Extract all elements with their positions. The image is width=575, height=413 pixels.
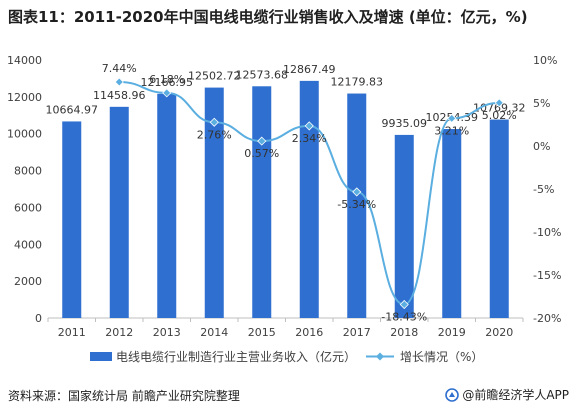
x-tick-label: 2019 — [438, 326, 466, 339]
growth-value-label: 5.02% — [482, 109, 517, 122]
bar-value-label: 12867.49 — [283, 63, 336, 76]
y-tick-label: 2000 — [14, 275, 42, 288]
legend: 电线电缆行业制造行业主营业务收入（亿元） 增长情况（%） — [90, 349, 483, 364]
legend-label-line: 增长情况（%） — [400, 350, 483, 364]
brand-logo-icon — [445, 387, 460, 402]
bar — [62, 121, 82, 318]
brand-credit: @前瞻经济学人APP — [445, 386, 569, 403]
x-tick-label: 2020 — [485, 326, 513, 339]
y2-tick-label: 10% — [533, 54, 557, 67]
chart-title: 图表11：2011-2020年中国电线电缆行业销售收入及增速 (单位：亿元，%) — [8, 8, 528, 26]
bar-value-label: 11458.96 — [93, 89, 146, 102]
bar-value-label: 10664.97 — [46, 103, 99, 116]
growth-marker — [304, 121, 314, 131]
x-tick-label: 2014 — [200, 326, 228, 339]
growth-value-label: 6.18% — [149, 73, 184, 86]
growth-marker — [447, 113, 457, 123]
growth-value-label: 3.21% — [434, 124, 469, 137]
growth-value-labels: 7.44% 6.18% 2.76% 0.57% 2.34% -5.34% -18.43% 3.… — [102, 62, 517, 323]
growth-value-label: 7.44% — [102, 62, 137, 75]
y-tick-label: 4000 — [14, 238, 42, 251]
y-tick-label: 10000 — [7, 128, 42, 141]
chart-canvas: 0 2000 4000 6000 8000 10000 12000 14000 -20% -15%… — [7, 54, 561, 364]
growth-value-label: -5.34% — [337, 198, 376, 211]
bar — [299, 80, 319, 318]
x-tick-label: 2013 — [153, 326, 181, 339]
y2-tick-label: -5% — [533, 183, 554, 196]
x-tick-label: 2011 — [58, 326, 86, 339]
x-tick-label: 2017 — [343, 326, 371, 339]
bar — [157, 93, 177, 319]
bar — [252, 86, 272, 319]
x-tick-label: 2018 — [390, 326, 418, 339]
growth-marker — [257, 136, 267, 146]
legend-label-bar: 电线电缆行业制造行业主营业务收入（亿元） — [116, 349, 356, 364]
growth-marker — [494, 98, 504, 108]
y2-tick-label: 0% — [533, 140, 550, 153]
growth-marker — [352, 187, 362, 197]
y-tick-label: 12000 — [7, 91, 42, 104]
axes: 0 2000 4000 6000 8000 10000 12000 14000 -20% -15%… — [7, 54, 561, 339]
bar-series — [62, 80, 509, 319]
growth-value-label: 2.76% — [197, 128, 232, 141]
y2-tick-label: 5% — [533, 97, 550, 110]
bar — [347, 93, 367, 318]
growth-line — [119, 81, 500, 306]
legend-swatch-marker — [376, 352, 384, 361]
growth-marker — [399, 299, 409, 310]
y-tick-label: 8000 — [14, 165, 42, 178]
bar — [442, 129, 462, 318]
brand-label: @前瞻经济学人APP — [462, 388, 569, 402]
legend-swatch-bar — [90, 352, 112, 361]
source-note: 资料来源：国家统计局 前瞻产业研究院整理 — [8, 389, 240, 403]
growth-line-series — [114, 77, 504, 310]
y-tick-label: 14000 — [7, 54, 42, 67]
bar — [394, 134, 414, 318]
y2-tick-label: -10% — [533, 226, 561, 239]
growth-marker — [162, 88, 172, 98]
growth-value-label: 0.57% — [244, 147, 279, 160]
y2-tick-label: -20% — [533, 312, 561, 325]
footer: 资料来源：国家统计局 前瞻产业研究院整理 @前瞻经济学人APP — [0, 383, 575, 413]
x-tick-label: 2015 — [248, 326, 276, 339]
growth-marker — [209, 117, 219, 127]
bar-value-label: 12502.72 — [188, 70, 241, 83]
bar — [489, 119, 509, 318]
x-tick-label: 2016 — [295, 326, 323, 339]
y-tick-label: 6000 — [14, 201, 42, 214]
bar-value-label: 12573.68 — [236, 68, 289, 81]
growth-value-label: 2.34% — [292, 132, 327, 145]
bar-value-label: 9935.09 — [382, 117, 428, 130]
bar-value-label: 12179.83 — [331, 76, 384, 89]
x-tick-label: 2012 — [105, 326, 133, 339]
y2-tick-label: -15% — [533, 269, 561, 282]
growth-value-label: -18.43% — [381, 310, 427, 323]
y-tick-label: 0 — [35, 312, 42, 325]
bar — [109, 106, 129, 319]
growth-marker — [114, 77, 124, 87]
bar-value-label: 12166.95 — [141, 76, 194, 89]
bar — [204, 87, 224, 318]
